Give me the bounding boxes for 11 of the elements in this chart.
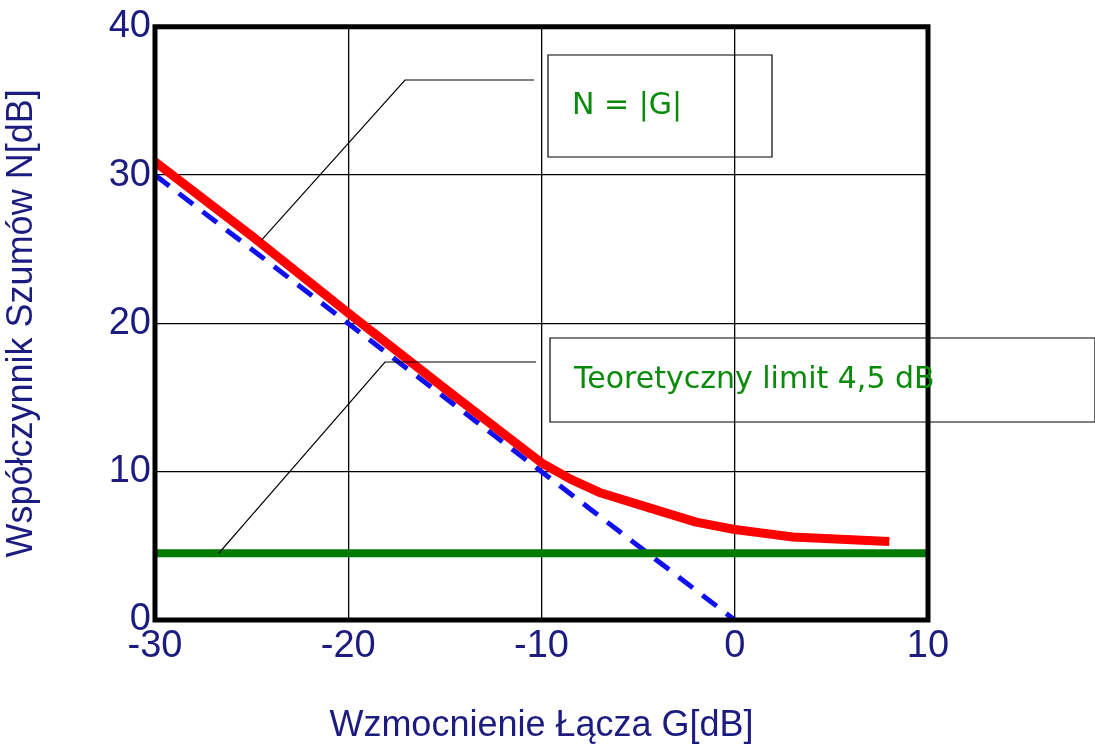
x-tick-label: 10 [906,623,950,666]
y-tick-label: 20 [108,299,151,342]
x-axis-title: Wzmocnienie Łącza G[dB] [329,703,754,745]
x-tick-label: 0 [724,623,746,666]
y-tick-label: 10 [108,448,151,491]
y-axis-title: Współczynnik Szumów N[dB] [0,89,40,558]
x-tick-label: -20 [320,623,376,666]
x-tick-label: -10 [514,623,569,666]
y-tick-label: 30 [108,151,151,194]
annotation: N = |G| [572,85,683,122]
y-tick-label: 40 [108,3,151,46]
